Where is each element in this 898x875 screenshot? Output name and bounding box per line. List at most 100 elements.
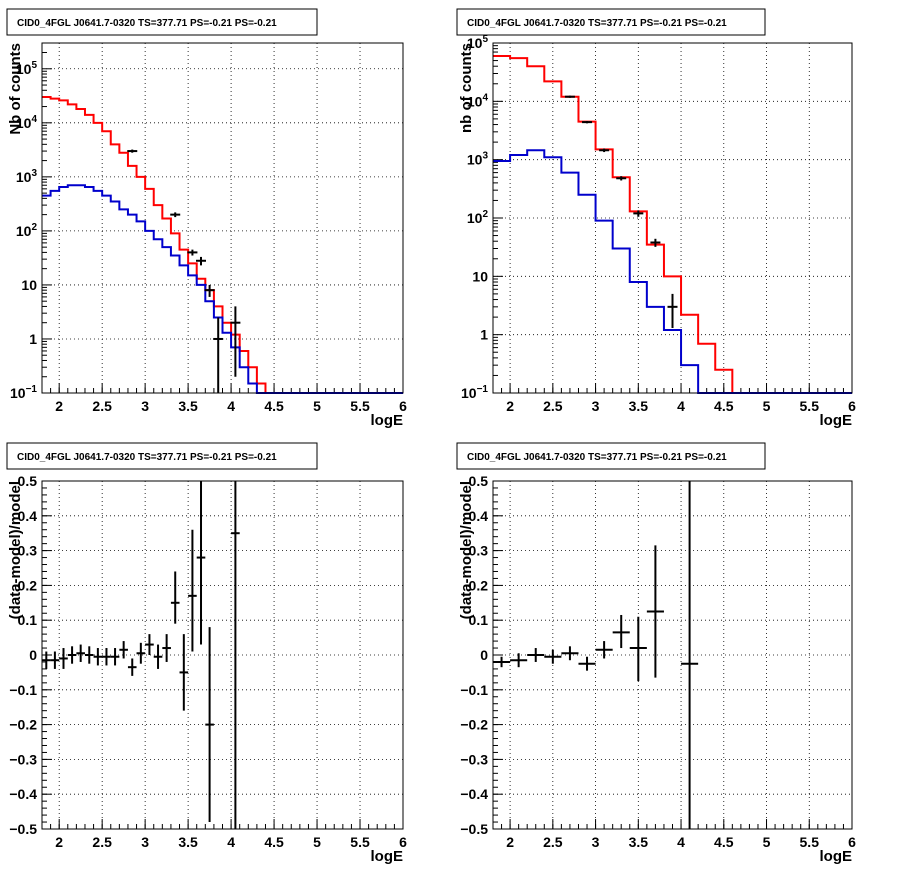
x-tick-label: 4 (677, 834, 685, 850)
y-tick-label: 0.5 (18, 473, 38, 489)
y-tick-label: −0.1 (9, 682, 37, 698)
x-tick-label: 6 (399, 834, 407, 850)
y-tick-label: 0.3 (18, 543, 38, 559)
x-tick-label: 5.5 (800, 398, 820, 414)
x-tick-label: 2.5 (92, 834, 112, 850)
x-tick-label: 4.5 (264, 398, 284, 414)
y-tick-label: 104 (16, 114, 38, 131)
x-tick-label: 2.5 (92, 398, 112, 414)
x-tick-label: 4.5 (264, 834, 284, 850)
x-tick-label: 3.5 (629, 834, 649, 850)
plot-frame (492, 480, 853, 830)
x-axis-label: logE (820, 848, 853, 865)
y-tick-label: 1 (480, 327, 488, 343)
y-axis-label: Nb of counts (7, 43, 24, 135)
plot-frame (41, 42, 404, 394)
y-tick-label: −0.3 (460, 751, 488, 767)
plot-area (493, 481, 852, 829)
y-tick-label: 0 (29, 647, 37, 663)
x-tick-label: 3.5 (178, 398, 198, 414)
y-tick-label: −0.2 (9, 717, 37, 733)
x-tick-label: 2 (55, 398, 63, 414)
x-tick-label: 2 (55, 834, 63, 850)
x-tick-label: 5 (313, 834, 321, 850)
y-tick-label: 0.4 (18, 508, 38, 524)
plot-area (42, 43, 403, 393)
chart-title: CID0_4FGL J0641.7-0320 TS=377.71 PS=-0.2… (467, 452, 727, 463)
y-tick-label: −0.3 (9, 751, 37, 767)
x-tick-label: 5.5 (350, 398, 370, 414)
x-tick-label: 3 (141, 398, 149, 414)
y-axis-label: nb of counts (458, 43, 475, 133)
y-tick-label: 10 (472, 268, 488, 284)
x-tick-label: 5 (763, 834, 771, 850)
y-tick-label: 0.4 (469, 508, 489, 524)
chart-panel-1: CID0_4FGL J0641.7-0320 TS=377.71 PS=-0.2… (6, 8, 407, 429)
title-box (6, 442, 318, 470)
plot-frame (492, 42, 853, 394)
y-tick-label: 1 (29, 331, 37, 347)
chart-panel-2: CID0_4FGL J0641.7-0320 TS=377.71 PS=-0.2… (456, 8, 856, 429)
plot-area (493, 43, 852, 393)
y-axis-label: (data-model)/model (458, 481, 475, 619)
x-tick-label: 4 (227, 834, 235, 850)
y-tick-label: 0.2 (18, 577, 38, 593)
y-tick-label: 0.5 (469, 473, 489, 489)
title-box (456, 442, 766, 470)
x-tick-label: 6 (848, 834, 856, 850)
y-tick-label: 10 (21, 277, 37, 293)
chart-title: CID0_4FGL J0641.7-0320 TS=377.71 PS=-0.2… (17, 18, 277, 29)
y-axis-label: (data-model)/model (7, 481, 24, 619)
chart-title: CID0_4FGL J0641.7-0320 TS=377.71 PS=-0.2… (467, 18, 727, 29)
y-tick-label: 103 (467, 151, 489, 168)
y-tick-label: −0.4 (9, 786, 37, 802)
x-tick-label: 2.5 (543, 834, 563, 850)
y-tick-label: −0.2 (460, 717, 488, 733)
title-box (456, 8, 766, 36)
x-tick-label: 2 (506, 398, 514, 414)
x-tick-label: 5.5 (800, 834, 820, 850)
x-axis-label: logE (820, 412, 853, 429)
x-tick-label: 4 (227, 398, 235, 414)
chart-panel-3: CID0_4FGL J0641.7-0320 TS=377.71 PS=-0.2… (6, 442, 407, 865)
x-tick-label: 4.5 (714, 834, 734, 850)
x-tick-label: 4.5 (714, 398, 734, 414)
y-tick-label: 102 (467, 209, 489, 226)
x-tick-label: 5.5 (350, 834, 370, 850)
x-tick-label: 3.5 (629, 398, 649, 414)
title-box (6, 8, 318, 36)
y-tick-label: 0.3 (469, 543, 489, 559)
y-tick-label: 105 (16, 60, 38, 77)
x-tick-label: 5 (763, 398, 771, 414)
x-tick-label: 4 (677, 398, 685, 414)
x-tick-label: 6 (399, 398, 407, 414)
y-tick-label: 0.1 (469, 612, 489, 628)
x-axis-label: logE (371, 848, 404, 865)
x-axis-label: logE (371, 412, 404, 429)
x-tick-label: 5 (313, 398, 321, 414)
x-tick-label: 2 (506, 834, 514, 850)
y-tick-label: 0.2 (469, 577, 489, 593)
chart-title: CID0_4FGL J0641.7-0320 TS=377.71 PS=-0.2… (17, 452, 277, 463)
y-tick-label: 102 (16, 222, 38, 239)
y-tick-label: −0.5 (460, 821, 488, 837)
y-tick-label: −0.4 (460, 786, 488, 802)
x-tick-label: 3 (141, 834, 149, 850)
y-tick-label: 104 (467, 92, 489, 109)
x-tick-label: 6 (848, 398, 856, 414)
y-tick-label: 0 (480, 647, 488, 663)
y-tick-label: −0.1 (460, 682, 488, 698)
x-tick-label: 3.5 (178, 834, 198, 850)
x-tick-label: 3 (592, 834, 600, 850)
y-tick-label: 105 (467, 34, 489, 51)
y-tick-label: 103 (16, 168, 38, 185)
y-tick-label: 10−1 (461, 384, 488, 401)
y-tick-label: −0.5 (9, 821, 37, 837)
x-tick-label: 2.5 (543, 398, 563, 414)
plot-frame (41, 480, 404, 830)
x-tick-label: 3 (592, 398, 600, 414)
y-tick-label: 10−1 (10, 384, 37, 401)
chart-panel-4: CID0_4FGL J0641.7-0320 TS=377.71 PS=-0.2… (456, 442, 856, 865)
y-tick-label: 0.1 (18, 612, 38, 628)
